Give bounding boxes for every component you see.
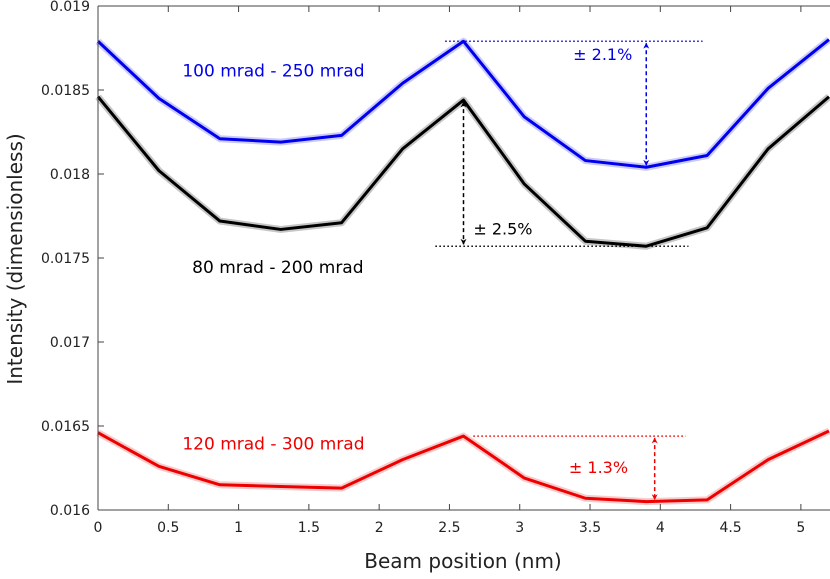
- x-axis-label: Beam position (nm): [364, 549, 561, 573]
- series-line-1: [96, 95, 830, 248]
- x-tick-label: 1.5: [298, 520, 320, 536]
- y-axis-label: Intensity (dimensionless): [3, 133, 27, 384]
- series-label-2: 120 mrad - 300 mrad: [182, 435, 364, 455]
- y-tick-label: 0.0165: [41, 419, 90, 435]
- x-tick-label: 5: [796, 520, 805, 536]
- y-tick-label: 0.016: [50, 503, 90, 519]
- series-label-1: 80 mrad - 200 mrad: [192, 258, 363, 278]
- y-tick-label: 0.019: [50, 0, 90, 15]
- x-tick-label: 1: [234, 520, 243, 536]
- x-tick-label: 3: [515, 520, 524, 536]
- x-tick-label: 3.5: [579, 520, 601, 536]
- x-tick-label: 0.5: [157, 520, 179, 536]
- x-tick-label: 4: [656, 520, 665, 536]
- series-label-0: 100 mrad - 250 mrad: [182, 62, 364, 82]
- annotation-label-2: ± 1.3%: [569, 458, 628, 477]
- series-line-2: [97, 429, 830, 504]
- series-line-0: [96, 38, 830, 169]
- x-tick-label: 2.5: [438, 520, 460, 536]
- x-tick-label: 4.5: [719, 520, 741, 536]
- annotation-label-0: ± 2.1%: [573, 45, 632, 64]
- x-tick-label: 2: [375, 520, 384, 536]
- y-tick-label: 0.018: [50, 167, 90, 183]
- y-tick-label: 0.0185: [41, 83, 90, 99]
- y-tick-label: 0.017: [50, 335, 90, 351]
- annotation-label-1: ± 2.5%: [473, 219, 532, 238]
- y-tick-label: 0.0175: [41, 251, 90, 267]
- x-tick-label: 0: [94, 520, 103, 536]
